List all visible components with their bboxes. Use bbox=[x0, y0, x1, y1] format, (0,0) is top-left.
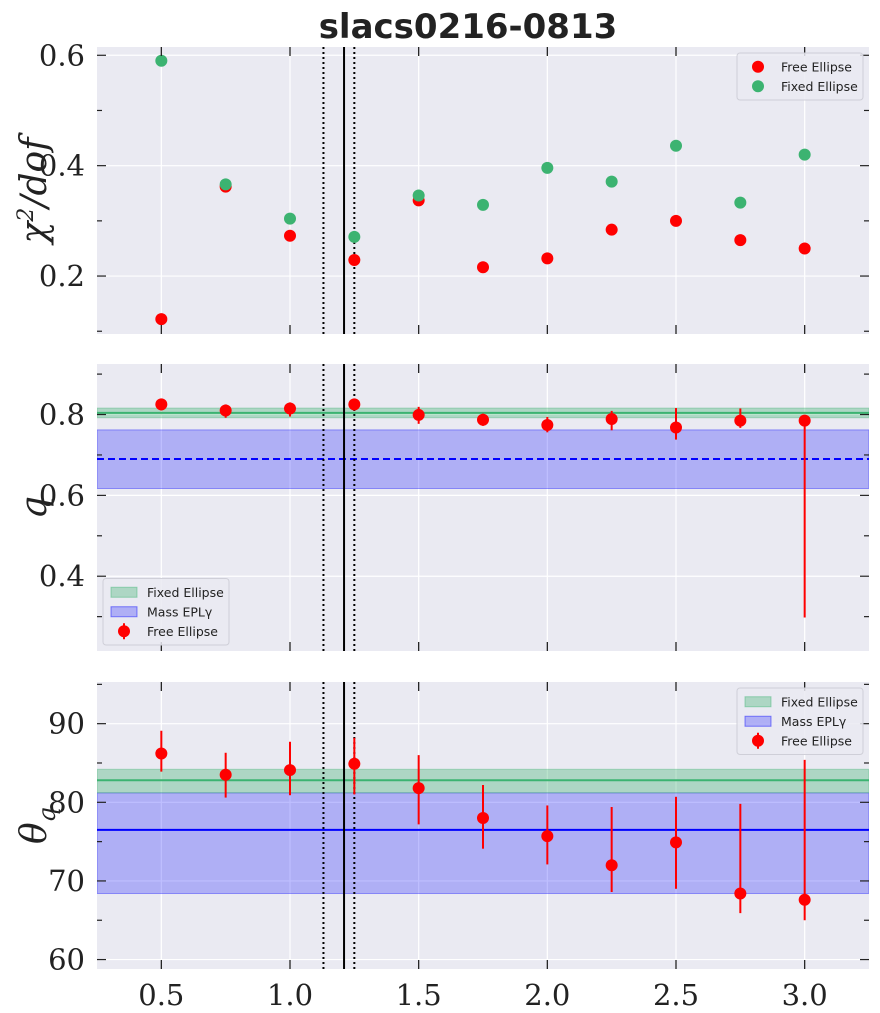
y-tick-label: 0.8 bbox=[39, 398, 85, 432]
y-axis-label-sup: 2 bbox=[14, 208, 39, 223]
y-tick-label: 0.6 bbox=[39, 478, 85, 512]
data-point-free-ellipse bbox=[348, 757, 361, 770]
legend: Fixed Ellipse Mass EPLγ Free Ellipse bbox=[736, 687, 864, 755]
data-point-free-ellipse bbox=[541, 830, 554, 843]
data-point-free-ellipse bbox=[477, 812, 489, 825]
y-tick-label: 0.4 bbox=[39, 149, 85, 183]
data-point-fixed-ellipse bbox=[348, 230, 361, 243]
legend-handle-point bbox=[752, 734, 764, 747]
data-point-free-ellipse bbox=[348, 254, 361, 267]
plot-area bbox=[97, 364, 869, 651]
legend-handle-point bbox=[752, 80, 764, 93]
data-point-free-ellipse bbox=[605, 223, 618, 236]
data-point-free-ellipse bbox=[541, 252, 554, 265]
data-point-free-ellipse bbox=[219, 404, 232, 417]
panel-chi2: 0.2 0.4 0.6 χ2/dof Free Ellipse Fixed Ellipse bbox=[14, 38, 869, 334]
data-point-fixed-ellipse bbox=[477, 198, 489, 211]
legend-handle-point bbox=[118, 625, 130, 638]
legend: Fixed Ellipse Mass EPLγ Free Ellipse bbox=[102, 578, 230, 646]
data-point-fixed-ellipse bbox=[541, 161, 554, 174]
data-point-free-ellipse bbox=[798, 242, 811, 255]
data-point-free-ellipse bbox=[798, 893, 811, 906]
legend-label: Mass EPLγ bbox=[147, 604, 213, 619]
legend-label: Fixed Ellipse bbox=[147, 585, 224, 600]
y-tick-label: 0.6 bbox=[39, 38, 85, 72]
y-tick-label: 0.4 bbox=[39, 559, 85, 593]
y-tick-label: 60 bbox=[48, 943, 85, 977]
legend-box bbox=[102, 578, 230, 646]
x-tick-label: 2.5 bbox=[653, 978, 699, 1012]
y-axis-label-base: θ bbox=[14, 822, 55, 844]
x-tick-label: 2.0 bbox=[524, 978, 570, 1012]
data-point-free-ellipse bbox=[219, 768, 232, 781]
data-point-free-ellipse bbox=[734, 234, 747, 247]
data-point-free-ellipse bbox=[670, 836, 682, 849]
y-tick-label: 70 bbox=[48, 864, 85, 898]
x-tick-label: 1.5 bbox=[396, 978, 442, 1012]
legend-handle-band bbox=[110, 606, 138, 618]
legend-label: Mass EPLγ bbox=[781, 714, 847, 729]
legend-label: Free Ellipse bbox=[781, 59, 852, 74]
data-point-fixed-ellipse bbox=[219, 178, 232, 191]
data-point-fixed-ellipse bbox=[798, 148, 811, 161]
data-point-fixed-ellipse bbox=[155, 54, 168, 67]
legend-box bbox=[736, 687, 864, 755]
legend-handle-band bbox=[744, 715, 772, 727]
panel-q: 0.4 0.6 0.8 q Fixed Ellipse Mass EPLγ Free Ell… bbox=[14, 364, 869, 651]
x-tick-label: 0.5 bbox=[138, 978, 184, 1012]
data-point-free-ellipse bbox=[477, 413, 489, 426]
y-tick-label: 90 bbox=[48, 707, 85, 741]
legend-handle-band bbox=[110, 586, 138, 598]
y-axis-label-sub: q bbox=[33, 807, 61, 822]
y-tick-label: 80 bbox=[48, 785, 85, 819]
y-tick-label: 0.2 bbox=[39, 259, 85, 293]
legend-label: Fixed Ellipse bbox=[781, 79, 858, 94]
data-point-free-ellipse bbox=[734, 414, 747, 427]
data-point-free-ellipse bbox=[670, 214, 682, 227]
data-point-free-ellipse bbox=[412, 408, 425, 421]
legend-label: Free Ellipse bbox=[781, 733, 852, 748]
legend-handle-point bbox=[752, 60, 764, 73]
legend-handle-band bbox=[744, 696, 772, 708]
data-point-fixed-ellipse bbox=[670, 139, 682, 152]
data-point-free-ellipse bbox=[284, 402, 296, 415]
plot-area bbox=[97, 682, 869, 969]
data-point-free-ellipse bbox=[348, 398, 361, 411]
panel-theta: 60 70 80 90 θq Fixed Ellipse Mass EPLγ Free Ell… bbox=[14, 682, 869, 1012]
data-point-free-ellipse bbox=[155, 313, 168, 326]
y-axis-label-rest: /dof bbox=[14, 132, 55, 211]
data-point-fixed-ellipse bbox=[605, 175, 618, 188]
data-point-free-ellipse bbox=[798, 414, 811, 427]
chart-title: slacs0216-0813 bbox=[319, 7, 618, 47]
plot-area bbox=[155, 47, 811, 334]
y-axis-label: q bbox=[14, 496, 55, 519]
data-point-free-ellipse bbox=[734, 887, 747, 900]
data-point-free-ellipse bbox=[155, 398, 168, 411]
y-axis-label: θq bbox=[14, 807, 61, 844]
legend-label: Free Ellipse bbox=[147, 624, 218, 639]
legend-label: Fixed Ellipse bbox=[781, 694, 858, 709]
legend-box bbox=[736, 52, 864, 101]
data-point-free-ellipse bbox=[605, 859, 618, 872]
data-point-free-ellipse bbox=[412, 782, 425, 795]
y-axis-label-base: χ bbox=[14, 220, 55, 247]
data-point-free-ellipse bbox=[605, 412, 618, 425]
legend: Free Ellipse Fixed Ellipse bbox=[736, 52, 864, 101]
data-point-fixed-ellipse bbox=[734, 196, 747, 209]
data-point-free-ellipse bbox=[284, 764, 296, 777]
data-point-free-ellipse bbox=[155, 747, 168, 760]
data-point-free-ellipse bbox=[670, 421, 682, 434]
data-point-free-ellipse bbox=[477, 261, 489, 274]
y-axis-label: χ2/dof bbox=[14, 132, 55, 247]
data-point-fixed-ellipse bbox=[284, 212, 296, 225]
x-tick-label: 3.0 bbox=[782, 978, 828, 1012]
data-point-free-ellipse bbox=[541, 419, 554, 432]
data-point-free-ellipse bbox=[284, 229, 296, 242]
data-point-fixed-ellipse bbox=[412, 189, 425, 202]
x-tick-label: 1.0 bbox=[267, 978, 313, 1012]
